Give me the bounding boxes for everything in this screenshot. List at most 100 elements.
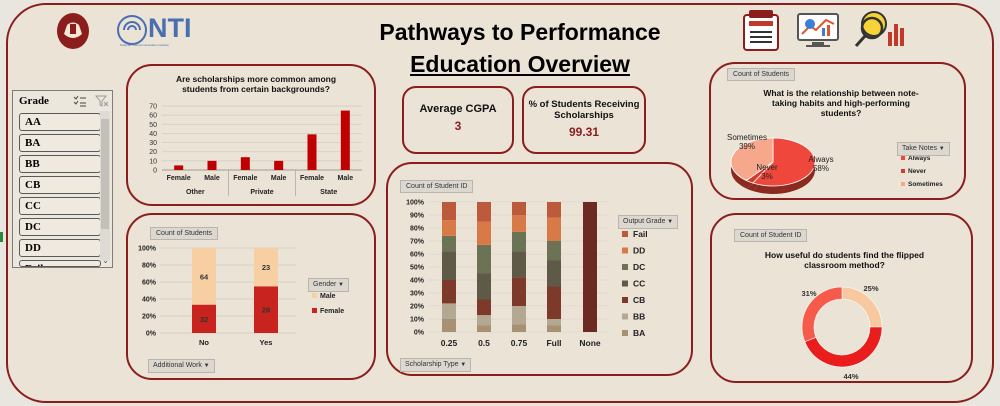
- y-tick-label: 70%: [410, 239, 425, 246]
- slicer-item-bb[interactable]: BB: [19, 155, 101, 173]
- scholarship-question: Are scholarships more common among stude…: [175, 74, 337, 94]
- bar-segment-bb: [442, 303, 456, 319]
- pie-slice: [752, 137, 816, 187]
- slicer-scrollbar[interactable]: [100, 111, 110, 261]
- data-label: 44%: [843, 372, 858, 381]
- grade-slicer[interactable]: Grade AA BA BB CB CC DC DD Fail ⌄: [12, 90, 113, 268]
- pie-slice: [730, 137, 774, 181]
- count-of-students-tag: Count of Students: [150, 227, 219, 240]
- data-label: Always 58%: [808, 155, 833, 173]
- legend-label: Fail: [633, 229, 648, 239]
- legend-label: Male: [320, 293, 336, 300]
- bar-segment-dc: [547, 241, 561, 261]
- page-title: Pathways to Performance Education Overvi…: [350, 16, 690, 80]
- scholarship-chart: 0 10 20 30 40 50 60 70 Female Male Female Male Femal…: [149, 104, 362, 196]
- multi-select-icon[interactable]: [73, 95, 87, 107]
- scroll-down-icon[interactable]: ⌄: [102, 256, 109, 265]
- bar-segment-bb: [547, 319, 561, 326]
- bar-segment-cc: [547, 260, 561, 287]
- bar-segment-dd: [442, 220, 456, 236]
- bar-segment-ba: [547, 325, 561, 332]
- bar-segment-ba: [512, 324, 526, 332]
- bar-segment-fail: [547, 202, 561, 218]
- notes-question: What is the relationship between note-ta…: [763, 88, 919, 118]
- legend-label: Always: [908, 155, 931, 162]
- y-tick-label: 10%: [410, 317, 425, 324]
- slicer-item-dc[interactable]: DC: [19, 218, 101, 236]
- bar-segment-ba: [442, 319, 456, 332]
- legend-swatch: [622, 264, 628, 270]
- bar-segment-cb: [477, 299, 491, 316]
- y-tick-label: 100%: [138, 246, 157, 253]
- slicer-item-ba[interactable]: BA: [19, 134, 101, 152]
- legend-label: CB: [633, 295, 645, 305]
- data-label: 23: [262, 263, 270, 272]
- slicer-item-cb[interactable]: CB: [19, 176, 101, 194]
- y-tick-label: 0: [153, 168, 157, 175]
- additional-work-card: Count of Students 0% 20% 40% 60% 80% 100% 64 32…: [126, 213, 376, 380]
- insight-icon[interactable]: [852, 8, 908, 52]
- bar-segment-cb: [547, 286, 561, 319]
- legend-swatch: [901, 182, 905, 186]
- data-label: 32: [200, 315, 208, 324]
- report-icon[interactable]: [741, 10, 781, 52]
- flipped-card: Count of Student ID How useful do studen…: [710, 213, 973, 383]
- scholarship-card: Are scholarships more common among stude…: [126, 64, 376, 206]
- chart-screen-icon[interactable]: [796, 12, 840, 50]
- bar-segment-fail: [512, 202, 526, 215]
- bar: [274, 160, 284, 170]
- male-bar-segment: [192, 248, 216, 305]
- slicer-item-dd[interactable]: DD: [19, 239, 101, 257]
- x-tick-label: 0.5: [478, 338, 490, 348]
- y-tick-label: 30: [149, 140, 157, 147]
- x-tick-label: Female: [167, 175, 191, 182]
- additional-work-dropdown[interactable]: Additional Work: [148, 359, 215, 373]
- count-of-students-tag: Count of Students: [727, 68, 796, 81]
- y-tick-label: 100%: [406, 200, 425, 207]
- legend-label: Never: [908, 168, 927, 175]
- output-grade-chart: 0% 10% 20% 30% 40% 50% 60% 70% 80% 90% 100% 0.25 0.5…: [406, 200, 648, 349]
- sheet-edge-marker: [0, 232, 3, 242]
- bar-segment-ba: [477, 325, 491, 332]
- x-tick-label: Male: [204, 175, 220, 182]
- scrollbar-thumb[interactable]: [101, 119, 109, 229]
- y-tick-label: 70: [149, 104, 157, 111]
- x-tick-label: None: [579, 338, 601, 348]
- slicer-item-cc[interactable]: CC: [19, 197, 101, 215]
- y-tick-label: 90%: [410, 213, 425, 220]
- legend-swatch-male: [312, 293, 317, 298]
- donut-slice: [841, 286, 883, 328]
- kpi-cgpa-card: Average CGPA 3: [402, 86, 514, 154]
- scholarship-type-dropdown[interactable]: Scholarship Type: [400, 358, 472, 372]
- y-tick-label: 60: [149, 113, 157, 120]
- notes-pie-chart: Always 58% Never 3% Sometimes 39% Always Never S…: [727, 133, 943, 194]
- output-grade-dropdown[interactable]: Output Grade: [618, 215, 679, 229]
- legend-swatch: [901, 156, 905, 160]
- kpi-scholarship-card: % of Students Receiving Scholarships 99.…: [522, 86, 646, 154]
- x-tick-label: 0.25: [441, 338, 458, 348]
- y-tick-label: 60%: [410, 252, 425, 259]
- nti-logo-subtext: National Telecommunication Institute: [120, 43, 169, 47]
- bar: [307, 134, 317, 170]
- bar: [207, 160, 217, 170]
- group-label: State: [320, 189, 337, 196]
- legend-label: Female: [320, 308, 344, 315]
- take-notes-dropdown[interactable]: Take Notes: [897, 142, 950, 156]
- legend-label: BA: [633, 328, 645, 338]
- group-label: Other: [186, 189, 205, 196]
- slicer-item-fail[interactable]: Fail: [19, 260, 101, 267]
- gender-filter-dropdown[interactable]: Gender: [308, 278, 349, 292]
- y-tick-label: 30%: [410, 291, 425, 298]
- bar-segment-cb: [442, 280, 456, 304]
- data-label: 25%: [863, 284, 878, 293]
- slicer-item-aa[interactable]: AA: [19, 113, 101, 131]
- y-tick-label: 10: [149, 158, 157, 165]
- clear-filter-icon[interactable]: [95, 95, 109, 107]
- x-tick-label: Female: [300, 175, 324, 182]
- bar-segment-fail: [583, 202, 597, 332]
- bar: [240, 157, 250, 170]
- male-bar-segment: [254, 248, 278, 287]
- y-tick-label: 20%: [410, 304, 425, 311]
- nti-logo-icon: [117, 15, 147, 45]
- bar-segment-cc: [442, 251, 456, 280]
